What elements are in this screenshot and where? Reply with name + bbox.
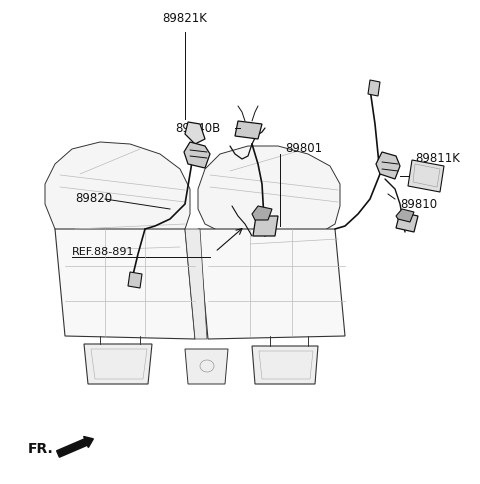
Polygon shape: [185, 349, 228, 384]
Polygon shape: [198, 229, 345, 339]
Polygon shape: [252, 206, 272, 220]
Text: 89811K: 89811K: [415, 152, 460, 166]
Text: FR.: FR.: [28, 442, 54, 456]
Text: REF.88-891: REF.88-891: [72, 247, 134, 257]
Polygon shape: [184, 142, 210, 168]
Text: 89801: 89801: [285, 142, 322, 155]
Polygon shape: [235, 121, 262, 139]
Polygon shape: [396, 212, 418, 232]
Polygon shape: [185, 122, 205, 144]
Text: 89821K: 89821K: [163, 13, 207, 26]
FancyArrow shape: [57, 437, 93, 457]
Polygon shape: [185, 229, 207, 339]
Polygon shape: [376, 152, 400, 179]
Polygon shape: [45, 142, 190, 249]
Text: 89820: 89820: [75, 193, 112, 206]
Polygon shape: [408, 160, 444, 192]
Polygon shape: [252, 346, 318, 384]
Text: 89840B: 89840B: [175, 121, 220, 135]
Polygon shape: [368, 80, 380, 96]
Polygon shape: [253, 216, 278, 236]
Text: 89810: 89810: [400, 197, 437, 211]
Polygon shape: [55, 229, 195, 339]
Polygon shape: [84, 344, 152, 384]
Polygon shape: [128, 272, 142, 288]
Polygon shape: [198, 146, 340, 244]
Polygon shape: [396, 209, 414, 222]
